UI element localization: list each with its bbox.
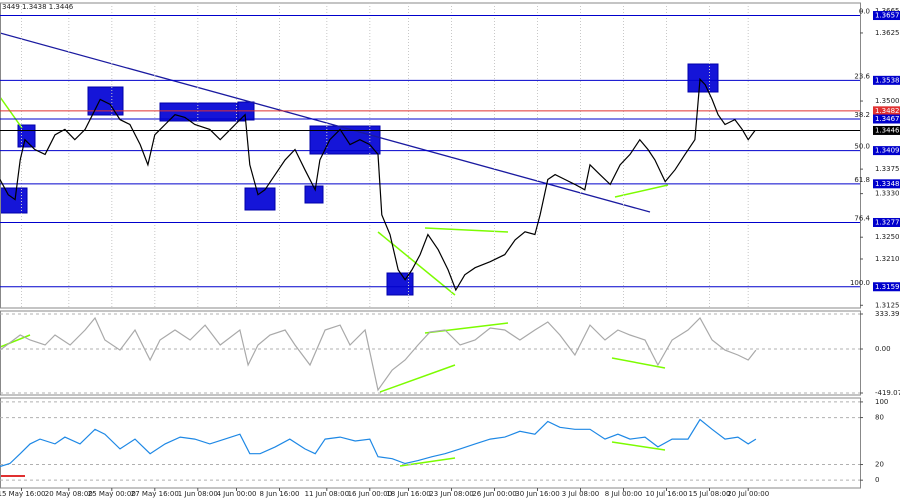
zone-box	[244, 187, 276, 211]
fib-label: 50.0	[854, 143, 870, 151]
x-tick-label: 10 Jul 16:00	[646, 490, 688, 498]
y-tick-label: 100	[875, 398, 888, 406]
level-label-box	[873, 146, 900, 156]
level-label: 1.3409	[875, 147, 900, 155]
zone-box	[687, 63, 719, 93]
level-label: 1.3467	[875, 115, 900, 123]
level-label: 1.3482	[875, 107, 900, 115]
y-tick-label: 0.00	[875, 345, 891, 353]
x-tick-label: 26 Jun 00:00	[472, 490, 516, 498]
level-label: 1.3348	[875, 180, 900, 188]
level-label: 1.3159	[875, 283, 900, 291]
x-tick-label: 18 Jun 16:00	[386, 490, 430, 498]
divergence-line	[0, 96, 23, 129]
fib-label: 23.6	[854, 72, 870, 80]
zone-box	[159, 102, 246, 122]
y-tick-label: 1.3330	[875, 190, 900, 198]
divergence-line	[379, 364, 456, 393]
y-tick-label: 20	[875, 461, 884, 469]
divergence-line	[611, 357, 666, 369]
x-tick-label: 11 Jun 08:00	[305, 490, 349, 498]
level-label: 1.3657	[875, 12, 900, 20]
fib-label: 61.8	[854, 176, 870, 184]
level-label-box	[873, 179, 900, 189]
x-tick-label: 16 Jun 00:00	[348, 490, 392, 498]
y-tick-label: 0	[875, 476, 879, 484]
x-tick-label: 1 Jun 08:00	[178, 490, 218, 498]
panel-frame	[0, 397, 861, 489]
y-tick-label: 1.3625	[875, 29, 900, 37]
level-label: 1.3277	[875, 218, 900, 226]
x-tick-label: 3 Jul 08:00	[562, 490, 600, 498]
panel-frame	[0, 2, 861, 309]
zone-box	[386, 272, 414, 296]
panel-frame	[0, 310, 861, 396]
x-tick-label: 27 May 16:00	[131, 490, 179, 498]
x-tick-label: 25 May 00:00	[88, 490, 136, 498]
zone-box	[17, 124, 36, 148]
level-label-box	[873, 114, 900, 124]
series-line	[0, 77, 756, 292]
chart-title: 3449 1.3438 1.3446	[2, 3, 74, 11]
x-tick-label: 20 Jul 00:00	[727, 490, 769, 498]
zone-box	[304, 185, 324, 204]
fib-label: 76.4	[854, 214, 870, 222]
x-tick-label: 8 Jun 16:00	[259, 490, 299, 498]
x-tick-label: 20 May 08:00	[45, 490, 93, 498]
y-tick-label: 1.3500	[875, 97, 900, 105]
series-line	[0, 316, 757, 392]
level-label: 1.3446	[875, 126, 900, 134]
y-tick-label: 1.3375	[875, 165, 900, 173]
x-tick-label: 15 Jul 08:00	[689, 490, 731, 498]
y-tick-label: 80	[875, 414, 884, 422]
level-label-box	[873, 125, 900, 135]
level-label-box	[873, 75, 900, 85]
series-line	[0, 418, 757, 468]
divergence-line	[377, 231, 456, 296]
zone-box	[0, 187, 28, 214]
x-tick-label: 23 Jun 08:00	[429, 490, 473, 498]
level-label: 1.3538	[875, 76, 900, 84]
fib-label: 38.2	[854, 111, 870, 119]
y-tick-label: 1.3250	[875, 233, 900, 241]
level-label-box	[873, 282, 900, 292]
fib-label: 100.0	[850, 279, 870, 287]
fib-label: 0.0	[859, 8, 870, 16]
x-tick-label: 30 Jun 16:00	[515, 490, 559, 498]
y-tick-label: -419.071	[875, 389, 900, 397]
divergence-line	[611, 441, 666, 451]
zone-box	[87, 86, 124, 116]
x-tick-label: 15 May 16:00	[0, 490, 46, 498]
x-tick-label: 8 Jul 00:00	[605, 490, 643, 498]
y-tick-label: 1.3125	[875, 301, 900, 309]
y-tick-label: 1.3210	[875, 255, 900, 263]
level-label-box	[873, 11, 900, 21]
level-label-box	[873, 106, 900, 116]
trend-line	[0, 32, 651, 213]
y-tick-label: 333.3997	[875, 310, 900, 318]
level-label-box	[873, 217, 900, 227]
x-tick-label: 4 Jun 00:00	[216, 490, 256, 498]
